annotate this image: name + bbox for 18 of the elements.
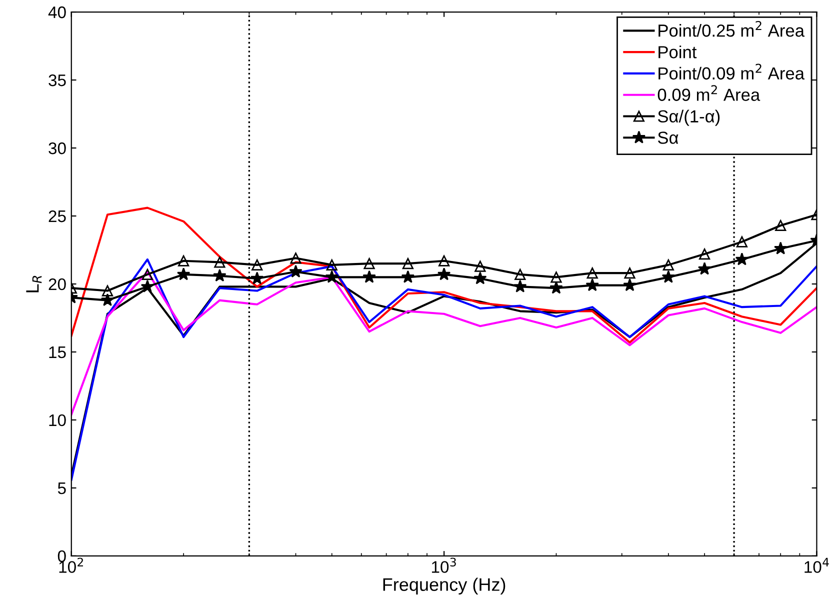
legend-label: Point bbox=[658, 46, 697, 58]
y-tick-label: 40 bbox=[48, 6, 66, 18]
legend-label: Sα bbox=[658, 132, 678, 144]
x-tick-label: 10$^{3}$ bbox=[432, 558, 456, 573]
y-tick-label: 30 bbox=[48, 142, 66, 154]
legend-label: 0.09 m$^{2}$ Area bbox=[658, 85, 760, 101]
x-axis-title: Frequency (Hz) bbox=[383, 578, 506, 595]
y-tick-label: 10 bbox=[49, 414, 66, 426]
legend-label: Point/0.09 m$^{2}$ Area bbox=[658, 64, 805, 80]
y-axis-title: L$_{R}$ bbox=[26, 276, 42, 292]
y-tick-label: 35 bbox=[48, 74, 66, 86]
y-tick-label: 5 bbox=[58, 482, 66, 494]
y-tick-label: 20 bbox=[48, 278, 66, 290]
y-tick-label: 15 bbox=[49, 346, 66, 358]
x-tick-label: 10$^{4}$ bbox=[804, 558, 829, 573]
legend-label: Sα/(1-α) bbox=[658, 110, 720, 126]
y-tick-label: 25 bbox=[48, 210, 66, 222]
legend-label: Point/0.25 m$^{2}$ Area bbox=[658, 20, 805, 37]
